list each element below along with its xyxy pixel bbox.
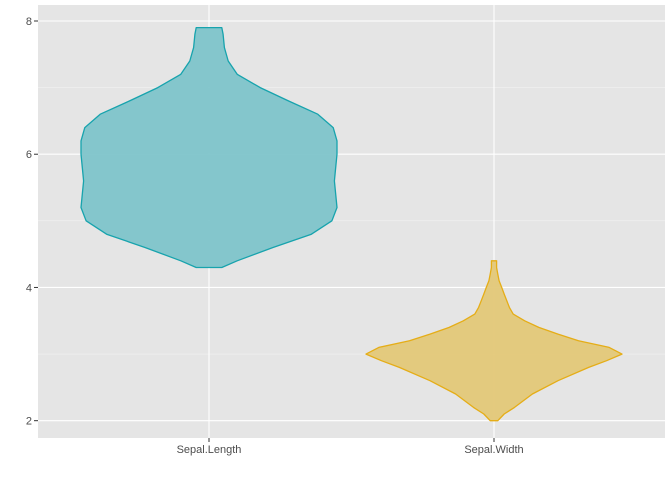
x-axis: Sepal.Length Sepal.Width bbox=[177, 438, 524, 456]
x-tick-label: Sepal.Width bbox=[464, 444, 523, 456]
y-tick-label: 6 bbox=[26, 149, 32, 161]
y-axis: 2 4 6 8 bbox=[26, 16, 38, 428]
y-tick-label: 8 bbox=[26, 16, 32, 28]
violins bbox=[80, 26, 623, 422]
violin-sepal-length bbox=[80, 26, 338, 269]
y-tick-label: 2 bbox=[26, 416, 32, 428]
x-tick-label: Sepal.Length bbox=[177, 444, 242, 456]
y-tick-label: 4 bbox=[26, 282, 32, 294]
violin-sepal-width bbox=[365, 260, 623, 422]
